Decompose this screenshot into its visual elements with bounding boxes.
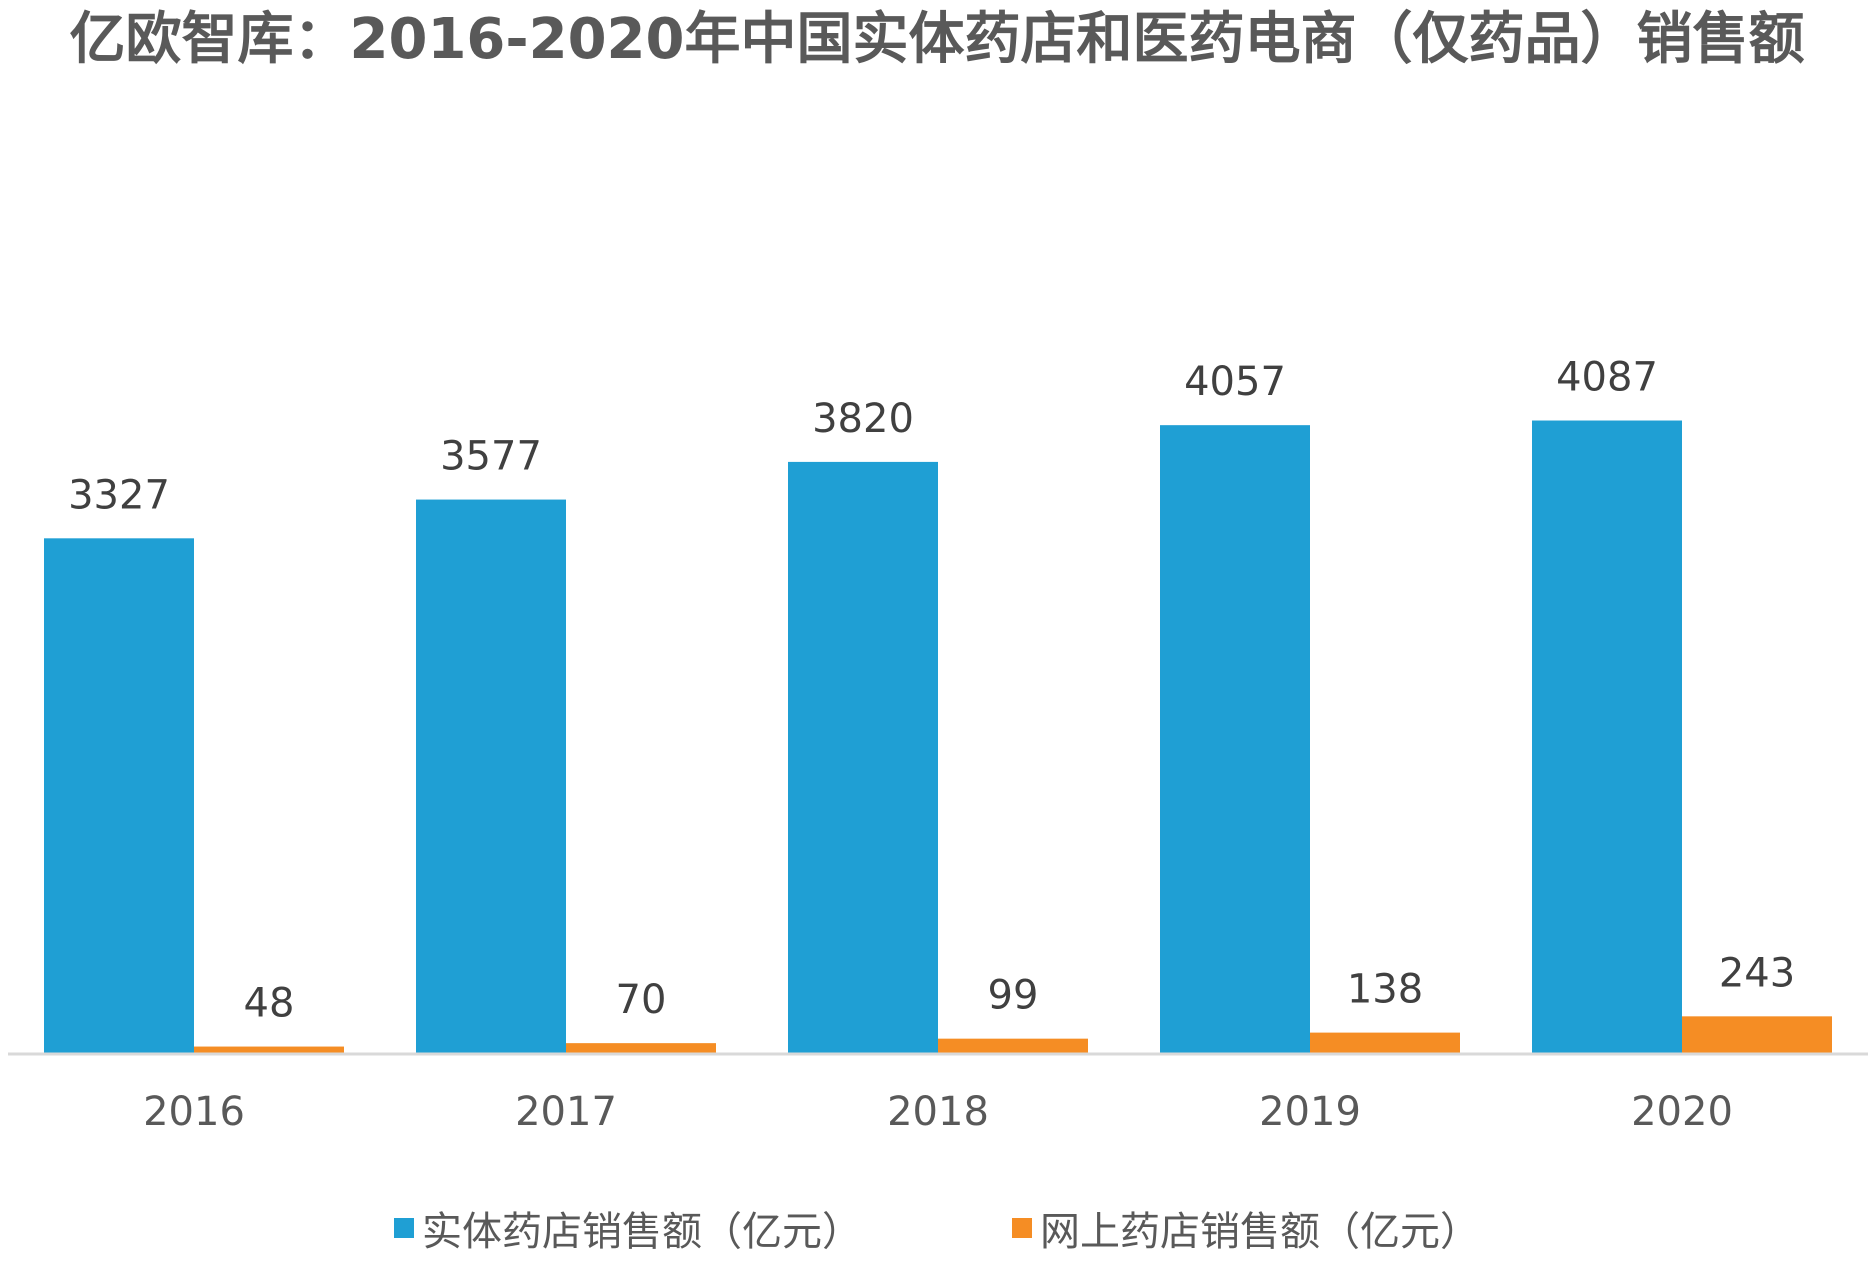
bar-online-2020 [1682,1016,1832,1054]
bars-layer [44,420,1832,1054]
data-label-physical-2020: 4087 [1556,355,1658,401]
x-tick-label-2017: 2017 [515,1089,617,1135]
legend-item-physical-stores: 实体药店销售额（亿元） [394,1199,862,1257]
legend-swatch-physical-stores [394,1218,414,1238]
x-tick-label-2016: 2016 [143,1089,245,1135]
bar-physical-2018 [788,461,938,1054]
bar-physical-2020 [1532,420,1682,1054]
legend-label-physical-stores: 实体药店销售额（亿元） [422,1209,862,1255]
x-axis-ticks-layer: 2016 2017 2018 2019 2020 [143,1089,1733,1135]
bar-physical-2019 [1160,425,1310,1054]
bar-online-2019 [1310,1032,1460,1054]
bar-online-2016 [194,1046,344,1054]
data-label-online-2017: 70 [616,977,667,1023]
data-label-physical-2018: 3820 [812,396,914,442]
legend-item-online-pharmacies: 网上药店销售额（亿元） [1012,1199,1480,1257]
data-label-online-2018: 99 [988,973,1039,1019]
legend: 实体药店销售额（亿元） 网上药店销售额（亿元） [0,1196,1874,1260]
bar-online-2017 [566,1043,716,1054]
data-label-physical-2016: 3327 [68,472,170,518]
bar-physical-2016 [44,538,194,1054]
data-label-online-2016: 48 [244,981,295,1027]
data-label-physical-2017: 3577 [440,434,542,480]
bar-online-2018 [938,1038,1088,1054]
x-tick-label-2018: 2018 [887,1089,989,1135]
chart-title: 亿欧智库：2016-2020年中国实体药店和医药电商（仅药品）销售额 [69,7,1805,72]
bar-physical-2017 [416,499,566,1054]
legend-swatch-online-pharmacies [1012,1218,1032,1238]
data-labels-layer: 3327 48 3577 70 3820 99 4057 138 4087 243 [68,355,1795,1027]
data-label-physical-2019: 4057 [1184,359,1286,405]
x-tick-label-2019: 2019 [1259,1089,1361,1135]
x-tick-label-2020: 2020 [1631,1089,1733,1135]
legend-label-online-pharmacies: 网上药店销售额（亿元） [1040,1209,1480,1255]
data-label-online-2019: 138 [1347,967,1423,1013]
data-label-online-2020: 243 [1719,950,1795,996]
